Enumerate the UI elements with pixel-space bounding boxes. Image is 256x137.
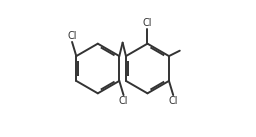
Text: Cl: Cl	[67, 31, 77, 41]
Text: Cl: Cl	[168, 96, 178, 106]
Text: Cl: Cl	[119, 96, 128, 106]
Text: Cl: Cl	[143, 18, 152, 28]
